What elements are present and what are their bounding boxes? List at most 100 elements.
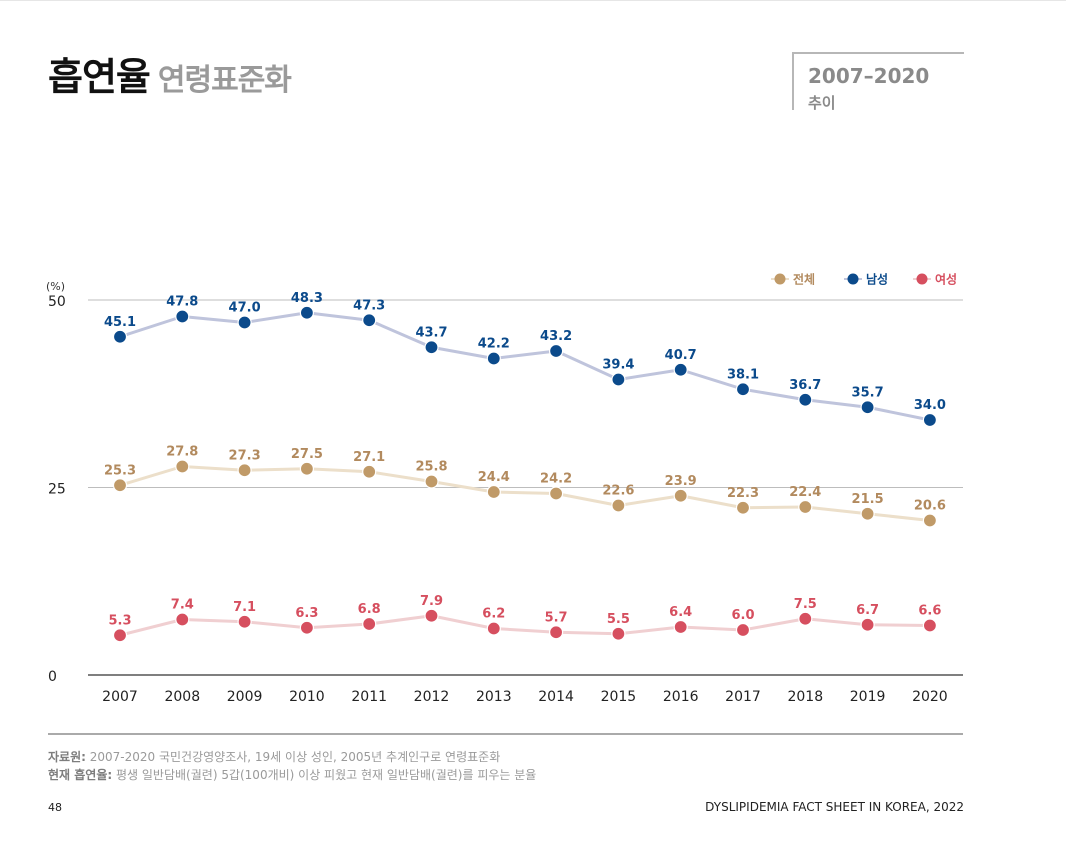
data-label: 25.3: [104, 463, 136, 478]
x-tick-label: 2012: [414, 689, 450, 705]
data-point: [486, 351, 501, 366]
data-label: 27.1: [353, 450, 385, 465]
data-point: [611, 498, 626, 513]
data-label: 7.4: [171, 598, 194, 613]
data-point: [798, 392, 813, 407]
data-label: 24.2: [540, 472, 572, 487]
data-point: [548, 343, 564, 359]
data-label: 21.5: [852, 492, 884, 507]
x-tick-label: 2015: [601, 689, 637, 705]
data-label: 23.9: [665, 474, 697, 489]
data-label: 42.2: [478, 337, 510, 352]
data-point: [673, 488, 688, 503]
data-label: 7.1: [233, 600, 256, 615]
data-label: 43.2: [540, 329, 572, 344]
legend-label: 남성: [866, 272, 888, 287]
data-point: [362, 313, 377, 328]
x-tick-label: 2017: [725, 689, 761, 705]
title-sub: 연령표준화: [157, 63, 292, 98]
period-box: 2007–2020 추이: [792, 52, 964, 112]
data-point: [673, 619, 688, 635]
data-point: [486, 484, 501, 500]
data-point: [922, 412, 938, 428]
data-label: 6.8: [358, 602, 381, 617]
data-point: [299, 461, 314, 476]
data-point: [362, 464, 377, 479]
data-label: 22.3: [727, 486, 759, 501]
title-main: 흡연율: [48, 55, 151, 99]
period-word: 추이: [808, 94, 836, 112]
data-label: 20.6: [914, 499, 946, 514]
x-tick-label: 2009: [227, 689, 263, 705]
data-point: [922, 513, 938, 528]
y-unit-label: (%): [46, 280, 65, 293]
data-label: 27.8: [166, 445, 198, 460]
data-label: 47.3: [353, 298, 385, 313]
data-label: 7.9: [420, 594, 443, 609]
source-label: 자료원:: [48, 750, 86, 764]
data-point: [922, 618, 938, 633]
data-label: 6.4: [669, 605, 692, 620]
data-point: [798, 611, 813, 626]
data-point: [299, 620, 314, 635]
data-point: [424, 608, 439, 623]
data-point: [860, 400, 875, 415]
footer-brand: DYSLIPIDEMIA FACT SHEET IN KOREA, 2022: [705, 800, 964, 814]
x-tick-label: 2013: [476, 689, 512, 705]
data-point: [860, 506, 875, 521]
data-label: 39.4: [602, 358, 634, 373]
definition-note: 현재 흡연율: 평생 일반담배(궐련) 5갑(100개비) 이상 피웠고 현재 …: [48, 766, 536, 783]
data-point: [548, 625, 564, 640]
data-label: 5.3: [108, 613, 131, 628]
data-point: [548, 486, 564, 501]
data-label: 48.3: [291, 291, 323, 306]
data-label: 24.4: [478, 470, 510, 485]
data-point: [735, 382, 751, 397]
data-label: 5.7: [545, 610, 568, 625]
data-point: [237, 463, 252, 478]
data-label: 43.7: [415, 325, 447, 340]
data-point: [424, 474, 439, 489]
data-point: [860, 617, 875, 632]
series-line-0: [119, 465, 931, 522]
definition-text: 평생 일반담배(궐련) 5갑(100개비) 이상 피웠고 현재 일반담배(궐련)…: [112, 768, 537, 782]
data-point: [611, 626, 626, 641]
data-label: 25.8: [415, 460, 447, 475]
data-point: [237, 614, 252, 629]
data-label: 47.8: [166, 295, 198, 310]
source-text: 2007-2020 국민건강영양조사, 19세 이상 성인, 2005년 추계인…: [85, 750, 501, 764]
data-label: 34.0: [914, 398, 946, 413]
data-label: 38.1: [727, 367, 759, 382]
data-point: [112, 478, 128, 493]
y-tick-label: 25: [48, 482, 66, 498]
page-number: 48: [48, 801, 62, 814]
definition-label: 현재 흡연율:: [48, 768, 113, 782]
data-label: 5.5: [607, 612, 630, 627]
y-tick-label: 50: [48, 294, 66, 310]
x-tick-label: 2007: [102, 689, 138, 705]
data-point: [735, 500, 751, 515]
data-label: 35.7: [852, 385, 884, 400]
data-label: 27.5: [291, 447, 323, 462]
data-point: [486, 621, 501, 636]
data-label: 47.0: [229, 301, 261, 316]
data-label: 6.0: [731, 608, 754, 623]
data-point: [673, 362, 688, 377]
legend-swatch: [916, 273, 928, 285]
data-point: [798, 499, 813, 515]
legend-label: 전체: [793, 272, 815, 287]
data-label: 40.7: [665, 348, 697, 363]
data-point: [611, 372, 626, 387]
data-label: 45.1: [104, 315, 136, 330]
x-tick-label: 2014: [538, 689, 574, 705]
data-point: [299, 305, 314, 320]
top-rule: [0, 0, 1066, 1]
source-note: 자료원: 2007-2020 국민건강영양조사, 19세 이상 성인, 2005…: [48, 748, 500, 765]
page-title: 흡연율 연령표준화: [48, 46, 292, 101]
data-point: [362, 616, 377, 632]
data-label: 6.6: [918, 604, 941, 619]
legend-swatch: [847, 273, 859, 285]
series-line-2: [119, 614, 930, 637]
data-label: 22.4: [789, 485, 821, 500]
